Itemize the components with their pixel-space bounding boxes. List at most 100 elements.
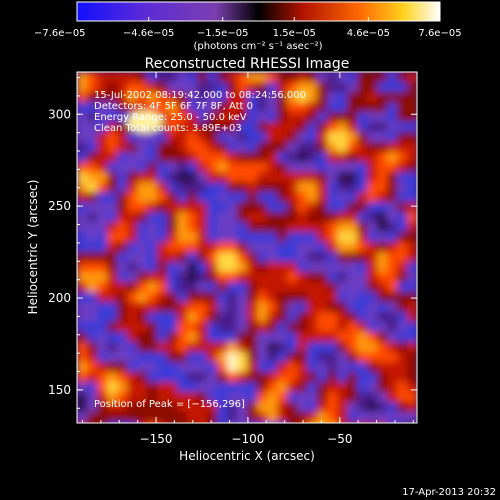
heatmap-cell — [357, 242, 368, 253]
heatmap-cell — [187, 412, 198, 423]
heatmap-cell — [117, 132, 128, 143]
heatmap-cell — [337, 92, 348, 103]
heatmap-cell — [307, 312, 318, 323]
heatmap-cell — [187, 142, 198, 153]
heatmap-cell — [177, 222, 188, 233]
heatmap-cell — [177, 402, 188, 413]
heatmap-cell — [377, 212, 388, 223]
heatmap-cell — [297, 102, 308, 113]
heatmap-cell — [407, 382, 417, 393]
heatmap-cell — [167, 242, 178, 253]
heatmap-cell — [197, 192, 208, 203]
heatmap-cell — [117, 372, 128, 383]
heatmap-cell — [387, 262, 398, 273]
heatmap-cell — [307, 292, 318, 303]
heatmap-cell — [117, 292, 128, 303]
heatmap-cell — [217, 252, 228, 263]
heatmap-cell — [257, 72, 268, 83]
heatmap-cell — [217, 402, 228, 413]
heatmap-cell — [407, 392, 417, 403]
plot-frame — [76, 71, 418, 424]
heatmap-cell — [347, 262, 358, 273]
heatmap-cell — [127, 422, 138, 423]
heatmap-cell — [87, 322, 98, 333]
heatmap-cell — [407, 242, 417, 253]
heatmap-cell — [387, 122, 398, 133]
heatmap-cell — [147, 222, 158, 233]
heatmap-cell — [207, 282, 218, 293]
heatmap-cell — [217, 312, 228, 323]
heatmap-cell — [347, 142, 358, 153]
heatmap-cell — [277, 402, 288, 413]
heatmap-cell — [277, 212, 288, 223]
heatmap-cell — [217, 182, 228, 193]
heatmap-cell — [367, 162, 378, 173]
heatmap-cell — [237, 352, 248, 363]
heatmap-cell — [387, 412, 398, 423]
heatmap-cell — [157, 162, 168, 173]
heatmap-cell — [387, 392, 398, 403]
heatmap-cell — [237, 122, 248, 133]
x-tick-label: −100 — [231, 432, 264, 446]
heatmap-cell — [237, 392, 248, 403]
heatmap-cell — [197, 302, 208, 313]
heatmap-cell — [317, 362, 328, 373]
heatmap-cell — [87, 352, 98, 363]
heatmap-cell — [157, 112, 168, 123]
heatmap-cell — [367, 242, 378, 253]
heatmap-cell — [237, 162, 248, 173]
heatmap-cell — [227, 292, 238, 303]
heatmap-cell — [267, 302, 278, 313]
heatmap-cell — [77, 212, 88, 223]
heatmap-cell — [407, 212, 417, 223]
heatmap-cell — [407, 272, 417, 283]
heatmap-cell — [317, 222, 328, 233]
heatmap-cell — [387, 402, 398, 413]
heatmap-cell — [187, 102, 198, 113]
heatmap-cell — [287, 162, 298, 173]
heatmap-cell — [277, 192, 288, 203]
heatmap-cell — [197, 362, 208, 373]
heatmap-cell — [377, 392, 388, 403]
heatmap-cell — [287, 282, 298, 293]
heatmap-cell — [367, 82, 378, 93]
heatmap-cell — [397, 352, 408, 363]
heatmap-cell — [157, 72, 168, 83]
heatmap-cell — [217, 142, 228, 153]
heatmap-cell — [297, 82, 308, 93]
heatmap-cell — [147, 202, 158, 213]
heatmap-cell — [287, 372, 298, 383]
heatmap-cell — [117, 142, 128, 153]
heatmap-cell — [247, 152, 258, 163]
heatmap-cell — [87, 72, 98, 83]
heatmap-cell — [117, 242, 128, 253]
x-axis-ticks: −150 −100 −50 — [82, 72, 414, 446]
heatmap-cell — [327, 372, 338, 383]
heatmap-cell — [247, 102, 258, 113]
heatmap-cell — [167, 362, 178, 373]
heatmap-cell — [387, 242, 398, 253]
heatmap-cell — [287, 422, 298, 423]
heatmap-cell — [277, 242, 288, 253]
heatmap-cell — [387, 222, 398, 233]
heatmap-cell — [237, 132, 248, 143]
heatmap-cell — [397, 272, 408, 283]
heatmap-cell — [97, 182, 108, 193]
heatmap-cell — [267, 202, 278, 213]
colorbar-units: (photons cm⁻² s⁻¹ asec⁻²) — [193, 41, 322, 52]
heatmap-cell — [277, 392, 288, 403]
heatmap-cell — [207, 152, 218, 163]
heatmap-cell — [257, 352, 268, 363]
heatmap-cell — [257, 82, 268, 93]
heatmap-cell — [217, 342, 228, 353]
heatmap-cell — [367, 272, 378, 283]
heatmap-cell — [297, 412, 308, 423]
heatmap-cell — [187, 352, 198, 363]
heatmap-cell — [137, 232, 148, 243]
heatmap-cell — [217, 72, 228, 83]
heatmap-cell — [287, 292, 298, 303]
heatmap-cell — [277, 142, 288, 153]
heatmap-cell — [387, 362, 398, 373]
heatmap-cell — [277, 302, 288, 313]
